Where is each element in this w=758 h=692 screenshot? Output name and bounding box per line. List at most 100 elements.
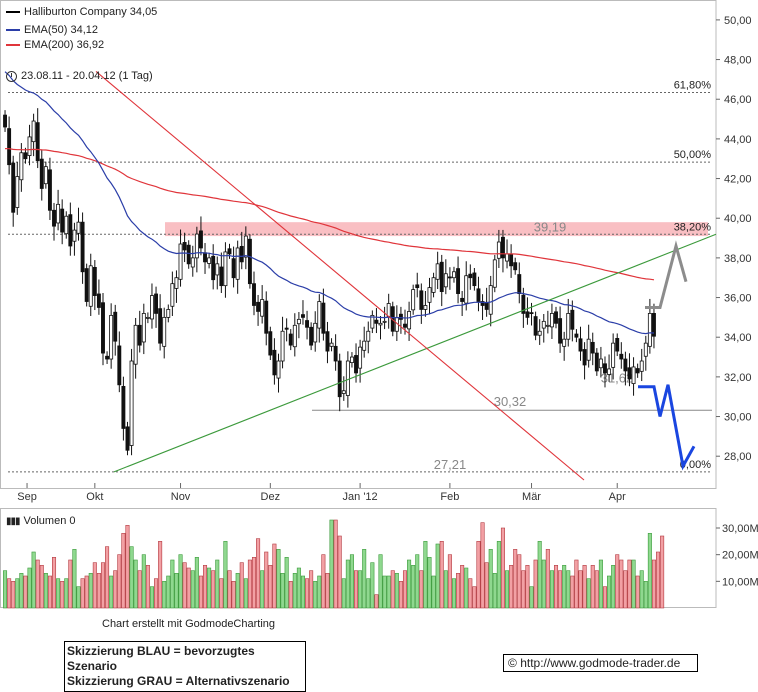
- candle: [623, 351, 628, 386]
- candle: [235, 240, 240, 294]
- candle: [68, 202, 73, 256]
- candle-body: [203, 252, 207, 263]
- candle-body: [301, 314, 305, 318]
- volume-bar: [145, 565, 150, 609]
- candle: [619, 342, 624, 369]
- candle-body: [374, 319, 379, 324]
- candle: [272, 338, 277, 385]
- candle: [582, 342, 587, 380]
- legend-ema50: EMA(50) 34,12: [6, 24, 98, 36]
- volume-bar: [443, 570, 448, 609]
- candle-body: [321, 302, 326, 334]
- candle: [174, 270, 179, 303]
- candle-body: [252, 283, 256, 306]
- candle-body: [501, 236, 505, 259]
- volume-bar: [651, 559, 656, 609]
- candle-body: [484, 301, 489, 310]
- volume-bar: [615, 554, 620, 609]
- candle-body: [447, 276, 452, 279]
- candle: [447, 267, 452, 290]
- fib-label: 61,80%: [674, 79, 712, 91]
- candle: [374, 308, 379, 334]
- x-tick-label: Apr: [609, 491, 626, 503]
- candle: [464, 261, 469, 311]
- candle: [137, 310, 142, 353]
- volume-bar: [398, 581, 403, 609]
- volume-bar: [533, 559, 538, 609]
- volume-bar: [198, 575, 203, 609]
- candle: [386, 293, 391, 329]
- volume-bar: [500, 527, 505, 609]
- candle: [476, 276, 481, 312]
- candle: [574, 329, 579, 343]
- candle-body: [178, 243, 183, 280]
- candle-body: [141, 313, 146, 343]
- candle: [129, 348, 134, 456]
- volume-bar: [309, 570, 314, 609]
- volume-bar: [631, 559, 636, 609]
- candle: [186, 240, 191, 269]
- candle-body: [166, 309, 171, 318]
- candle: [472, 267, 477, 291]
- resistance-zone-band: [165, 222, 708, 237]
- candle-body: [505, 253, 509, 262]
- note-blue: Skizzierung BLAU = bevorzugtes Szenario: [67, 644, 255, 673]
- volume-bar: [574, 559, 579, 609]
- candle: [492, 254, 497, 293]
- candle-body: [194, 233, 199, 259]
- candle-body: [472, 272, 477, 287]
- candle-body: [31, 120, 36, 143]
- volume-bar: [186, 567, 191, 609]
- candle-body: [607, 368, 612, 375]
- candle: [280, 316, 285, 369]
- volume-bar: [537, 541, 542, 609]
- candle: [239, 231, 244, 270]
- candle-body: [443, 273, 448, 288]
- source-url[interactable]: http://www.godmode-trader.de: [520, 656, 681, 670]
- candle-body: [121, 385, 126, 429]
- y-tick-label: 34,00: [724, 332, 752, 344]
- volume-bar: [358, 570, 363, 609]
- volume-bar: [370, 562, 375, 609]
- source-link[interactable]: © http://www.godmode-trader.de: [503, 654, 698, 672]
- candle-body: [35, 122, 40, 162]
- candle-body: [382, 320, 387, 323]
- volume-bar: [386, 575, 391, 609]
- candle: [52, 202, 56, 241]
- candle-body: [423, 305, 428, 310]
- candle-body: [125, 426, 130, 451]
- volume-bar: [296, 567, 301, 609]
- candle-body: [317, 301, 322, 329]
- candle-body: [594, 352, 599, 372]
- volume-bar: [566, 570, 571, 609]
- volume-bar: [464, 567, 469, 609]
- candle-body: [578, 338, 583, 352]
- y-tick-label: 40,00: [724, 213, 752, 225]
- fibonacci-levels: 61,80%50,00%38,20%0,00%39,1930,3227,2131…: [8, 79, 712, 473]
- candle: [39, 149, 44, 201]
- candle: [594, 348, 599, 376]
- volume-bar: [525, 565, 530, 609]
- candle-body: [215, 263, 220, 276]
- volume-bar: [268, 565, 273, 609]
- candle: [341, 376, 346, 401]
- volume-bar: [19, 573, 24, 609]
- candle-body: [468, 273, 473, 279]
- volume-bar: [190, 570, 195, 609]
- candle-body: [268, 331, 273, 356]
- candle-body: [145, 316, 150, 319]
- candle: [133, 317, 138, 379]
- candle-body: [513, 262, 518, 271]
- candle-body: [80, 221, 85, 273]
- y-tick-label: 50,00: [724, 15, 752, 27]
- volume-bar: [56, 578, 61, 609]
- candle-body: [635, 368, 640, 374]
- volume-bar: [76, 586, 81, 609]
- candle: [194, 226, 199, 273]
- candle: [321, 288, 326, 341]
- candle-body: [109, 314, 114, 360]
- volume-bar: [207, 567, 212, 609]
- candle-body: [92, 267, 97, 296]
- candle: [260, 285, 265, 324]
- candle: [166, 304, 171, 323]
